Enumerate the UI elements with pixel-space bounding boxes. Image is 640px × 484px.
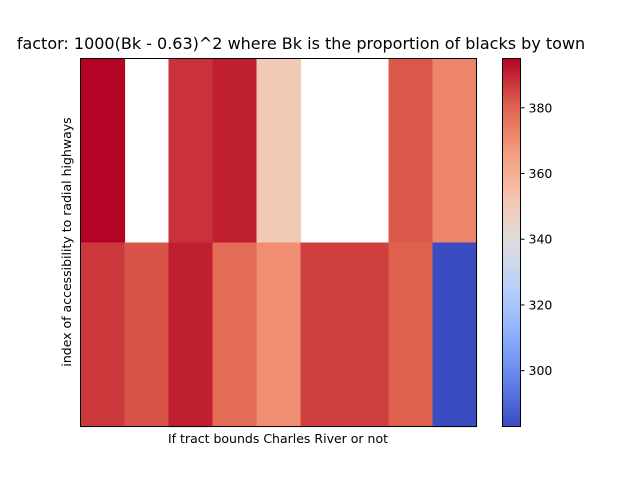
heatmap-cell bbox=[344, 242, 390, 428]
heatmap-cell bbox=[212, 242, 258, 428]
y-axis-label: index of accessibility to radial highway… bbox=[59, 117, 74, 366]
plot-frame bbox=[80, 58, 477, 427]
heatmap-cell bbox=[432, 58, 478, 244]
colorbar-tick-label: 300 bbox=[529, 363, 553, 378]
heatmap-cell bbox=[212, 58, 258, 244]
heatmap-cell bbox=[432, 242, 478, 428]
colorbar-ticks: 300 320 340 360 380 bbox=[520, 100, 553, 378]
colorbar bbox=[502, 58, 521, 427]
x-axis-label: If tract bounds Charles River or not bbox=[168, 431, 388, 446]
heatmap-cell bbox=[256, 242, 302, 428]
heatmap-cells bbox=[80, 58, 478, 428]
colorbar-tick-label: 360 bbox=[529, 166, 553, 181]
heatmap-cell bbox=[168, 58, 214, 244]
colorbar-tick-label: 320 bbox=[529, 297, 553, 312]
heatmap-cell bbox=[80, 58, 126, 244]
heatmap-cell bbox=[168, 242, 214, 428]
chart-title: factor: 1000(Bk - 0.63)^2 where Bk is th… bbox=[17, 34, 585, 53]
colorbar-tick-label: 340 bbox=[529, 232, 553, 247]
heatmap-cell bbox=[388, 242, 434, 428]
heatmap-cell bbox=[80, 242, 126, 428]
colorbar-tick-label: 380 bbox=[529, 100, 553, 115]
heatmap-cell bbox=[256, 58, 302, 244]
heatmap-cell bbox=[388, 58, 434, 244]
heatmap-cell bbox=[300, 242, 346, 428]
heatmap-cell bbox=[124, 242, 170, 428]
